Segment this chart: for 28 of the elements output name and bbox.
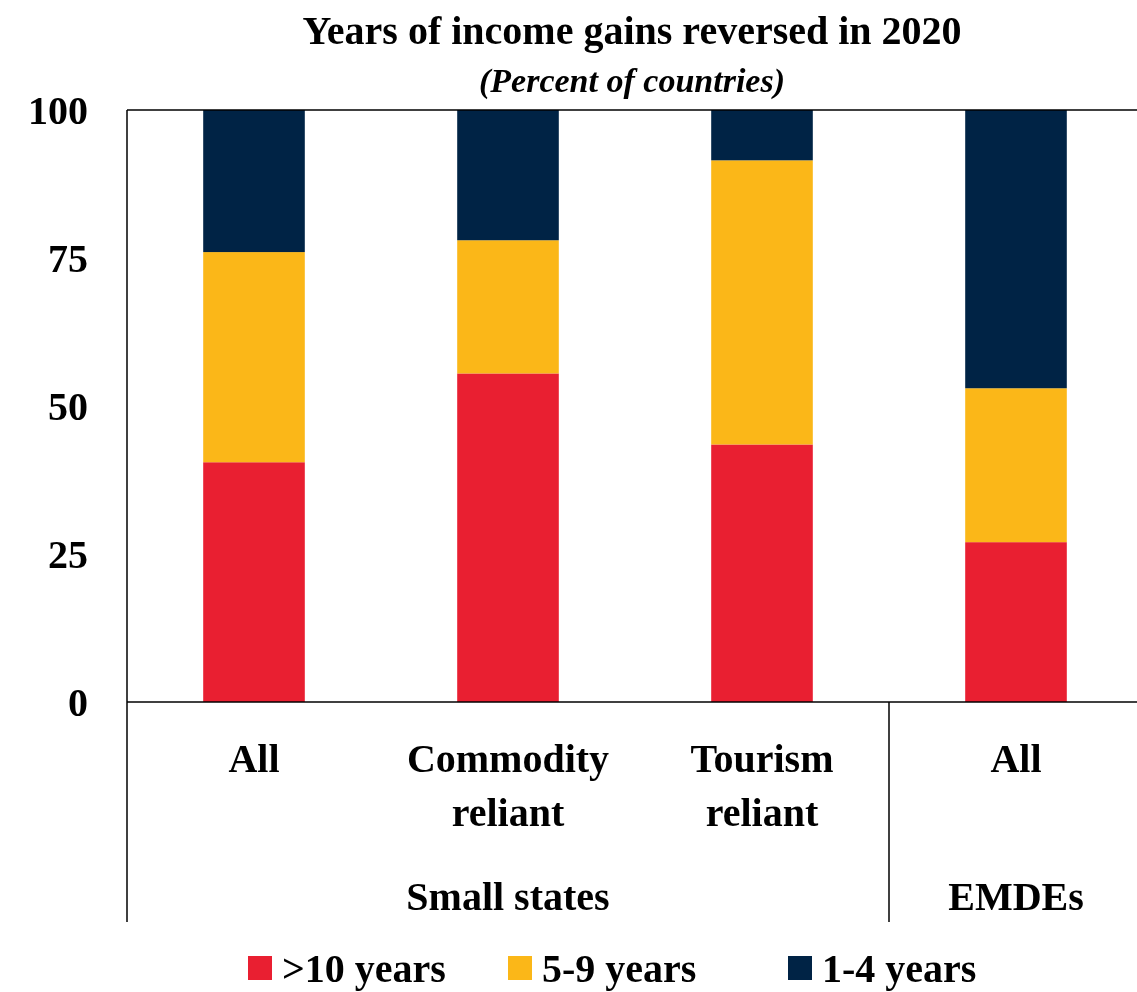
x-tick-label: Commodity reliant — [406, 736, 610, 835]
bar — [965, 110, 1067, 389]
bar — [711, 444, 813, 702]
x-tick-label: All — [228, 736, 280, 781]
y-tick-label: 0 — [68, 680, 88, 725]
x-tick-label: All — [990, 736, 1042, 781]
y-tick-label: 25 — [48, 532, 88, 577]
chart-subtitle: (Percent of countries) — [479, 62, 785, 100]
y-tick-label: 75 — [48, 236, 88, 281]
bar — [203, 462, 305, 702]
legend-label: >10 years — [282, 946, 446, 991]
y-tick-label: 50 — [48, 384, 88, 429]
bar — [457, 373, 559, 702]
bar — [711, 110, 813, 161]
bar — [965, 542, 1067, 702]
bar — [711, 160, 813, 445]
bar — [203, 110, 305, 253]
y-tick-label: 100 — [28, 88, 88, 133]
text: Small states — [406, 874, 610, 919]
bar — [203, 252, 305, 463]
x-tick-label: Tourism reliant — [690, 736, 834, 835]
legend-label: 1-4 years — [822, 946, 977, 991]
legend-label: 5-9 years — [542, 946, 697, 991]
text: EMDEs — [948, 874, 1084, 919]
chart-title: Years of income gains reversed in 2020 — [302, 8, 962, 53]
bar — [457, 110, 559, 241]
bar — [965, 388, 1067, 543]
bar — [457, 240, 559, 374]
